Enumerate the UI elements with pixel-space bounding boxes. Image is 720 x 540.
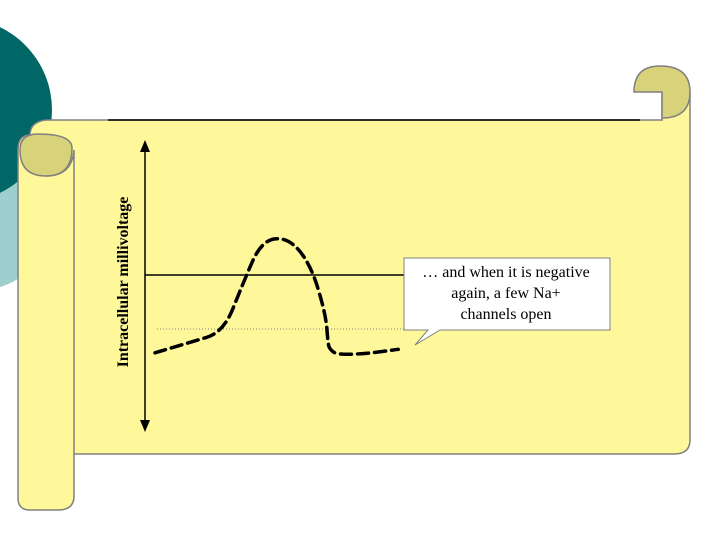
scroll-body [17,91,691,511]
scroll-top-curl [633,65,691,119]
action-potential-curve [153,236,400,357]
scroll-background [17,65,691,511]
y-axis-arrow-top [140,140,150,152]
y-axis [140,140,150,432]
scroll-left-roll [45,149,75,454]
y-axis-label: Intracellular millivoltage [115,196,132,368]
callout-line-2: again, a few Na+ [451,285,561,302]
callout-box [403,257,611,346]
callout-line-3: channels open [460,306,552,323]
callout-line-1: … and when it is negative [422,264,590,281]
scroll-left-curl [19,133,73,177]
y-axis-arrow-bottom [140,420,150,432]
callout [403,257,611,346]
callout-text: … and when it is negative again, a few N… [404,262,608,325]
